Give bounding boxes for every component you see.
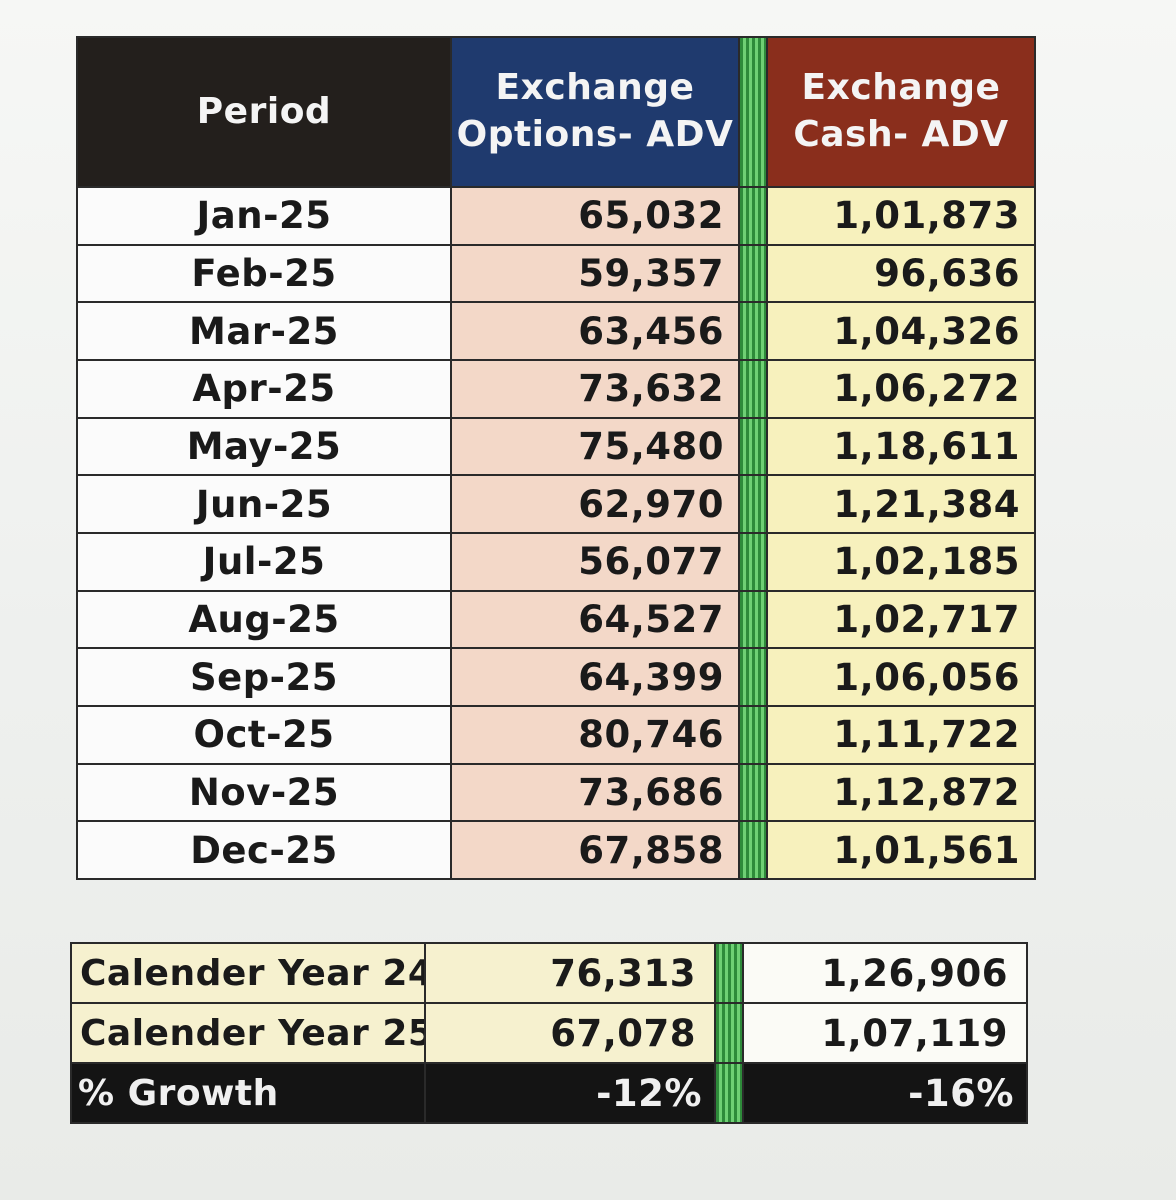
options-adv-header-label: Exchange Options- ADV [457,65,734,159]
summary-cash-cell: -16% [744,1064,1026,1122]
green-separator [716,944,742,1002]
options-adv-cell: 65,032 [452,188,738,244]
green-separator [740,38,766,186]
summary-cash-cell: 1,26,906 [744,944,1026,1002]
green-separator [740,361,766,417]
summary-label-cell: Calender Year 24 [72,944,424,1002]
options-header-line1: Exchange [495,67,695,109]
cash-adv-cell: 1,21,384 [768,476,1034,532]
cash-adv-header-label: Exchange Cash- ADV [793,65,1008,159]
period-cell: Nov-25 [78,764,450,821]
green-separator [740,591,766,648]
green-separator [740,188,766,244]
period-cell: Apr-25 [78,361,450,417]
period-cell: Jan-25 [78,188,450,244]
options-adv-cell: 56,077 [452,534,738,590]
summary-options-cell: 67,078 [426,1004,714,1062]
cash-adv-cell: 1,11,722 [768,707,1034,763]
green-separator [740,822,766,878]
cash-adv-cell: 1,02,717 [768,591,1034,648]
cash-adv-cell: 1,01,561 [768,822,1034,878]
period-cell: Feb-25 [78,245,450,302]
summary-label-cell: % Growth [72,1064,424,1122]
green-separator [740,707,766,763]
period-cell: Dec-25 [78,822,450,878]
period-cell: Sep-25 [78,649,450,705]
options-adv-cell: 62,970 [452,476,738,532]
options-adv-cell: 80,746 [452,707,738,763]
period-header: Period [78,38,450,186]
period-cell: May-25 [78,418,450,475]
cash-adv-cell: 96,636 [768,245,1034,302]
cash-adv-cell: 1,06,056 [768,649,1034,705]
cash-adv-cell: 1,18,611 [768,418,1034,475]
summary-options-cell: 76,313 [426,944,714,1002]
options-adv-cell: 59,357 [452,245,738,302]
period-cell: Oct-25 [78,707,450,763]
period-cell: Aug-25 [78,591,450,648]
cash-adv-cell: 1,01,873 [768,188,1034,244]
green-separator [740,303,766,359]
options-adv-cell: 63,456 [452,303,738,359]
summary-label-cell: Calender Year 25 [72,1004,424,1062]
options-adv-cell: 64,527 [452,591,738,648]
yearly-summary-table: Calender Year 24 76,313 1,26,906 Calender Y… [70,942,1028,1124]
options-adv-cell: 73,686 [452,764,738,821]
options-header-line2: Options- ADV [456,114,734,155]
cash-adv-header: Exchange Cash- ADV [768,38,1034,186]
options-adv-cell: 67,858 [452,822,738,878]
options-adv-cell: 75,480 [452,418,738,475]
green-separator [740,649,766,705]
summary-options-cell: -12% [426,1064,714,1122]
period-cell: Jul-25 [78,534,450,590]
options-adv-cell: 73,632 [452,361,738,417]
cash-adv-cell: 1,12,872 [768,764,1034,821]
cash-adv-cell: 1,02,185 [768,534,1034,590]
green-separator [740,534,766,590]
options-adv-header: Exchange Options- ADV [452,38,738,186]
green-separator [740,476,766,532]
green-separator [740,418,766,475]
cash-header-line1: Exchange [801,67,1001,109]
period-cell: Jun-25 [78,476,450,532]
cash-adv-cell: 1,06,272 [768,361,1034,417]
options-adv-cell: 64,399 [452,649,738,705]
green-separator [740,245,766,302]
cash-adv-cell: 1,04,326 [768,303,1034,359]
period-cell: Mar-25 [78,303,450,359]
cash-header-line2: Cash- ADV [793,114,1009,155]
summary-cash-cell: 1,07,119 [744,1004,1026,1062]
period-header-label: Period [196,90,332,132]
green-separator [716,1064,742,1122]
green-separator [716,1004,742,1062]
monthly-adv-table: Period Exchange Options- ADV Exchange Ca… [76,36,1036,880]
green-separator [740,764,766,821]
